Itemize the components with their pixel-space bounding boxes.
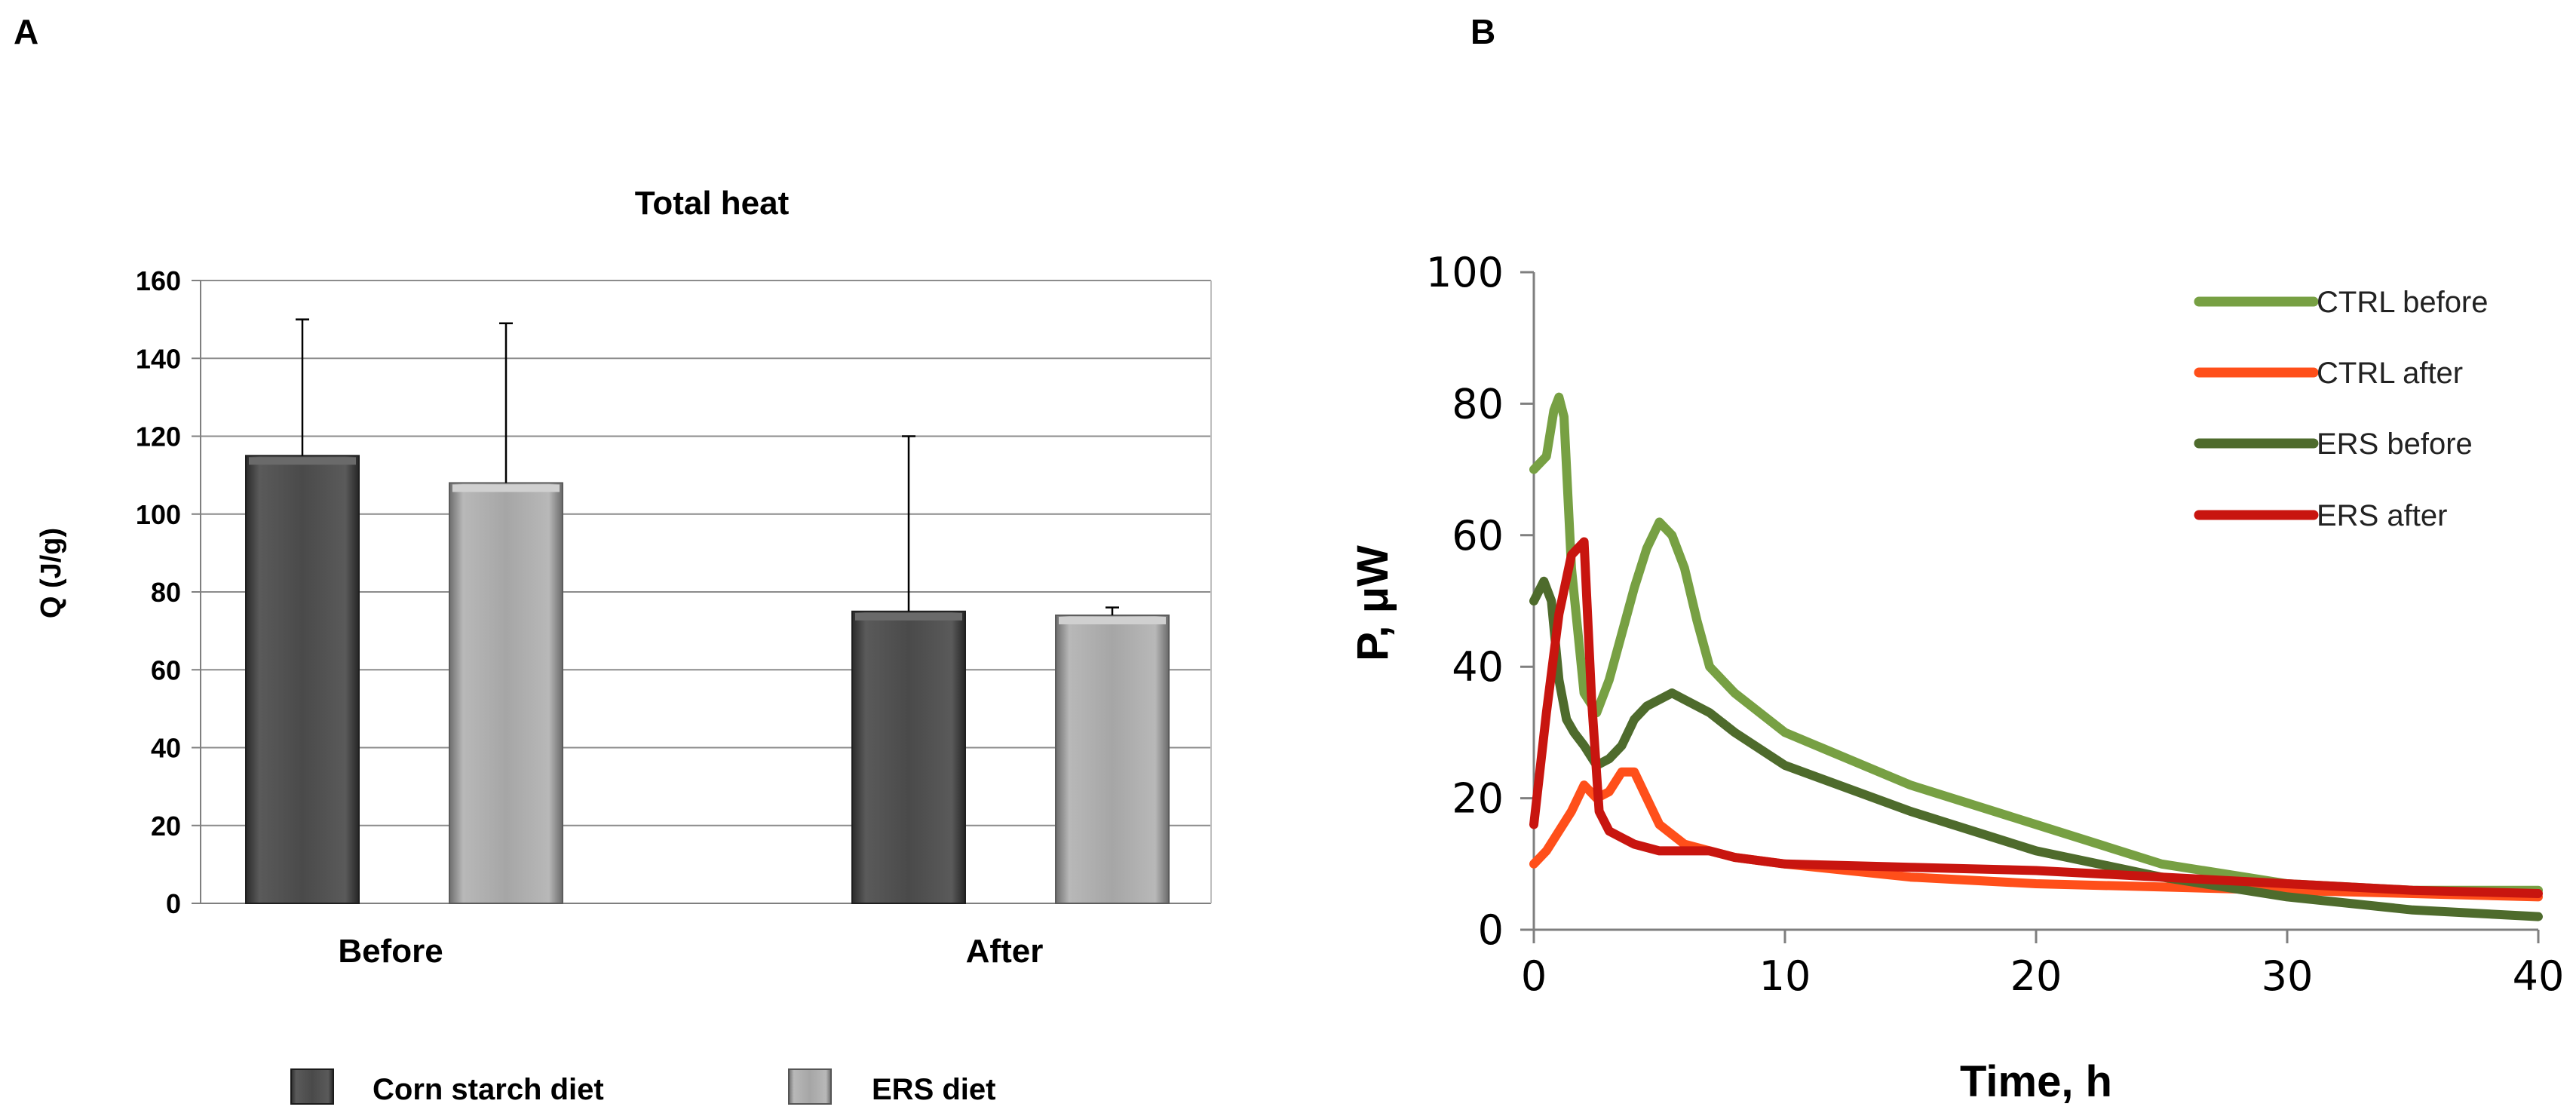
series-line-ctrl-after (1529, 767, 2543, 902)
series-line-ctrl-before (1529, 392, 2543, 895)
bar-highlight (452, 484, 560, 492)
legend: Corn starch diet ERS diet (290, 1068, 995, 1106)
x-tick-labels: 0 10 20 30 40 (1521, 952, 2565, 1000)
y-tick-label: 160 (136, 265, 181, 296)
y-tick-label: 20 (1452, 775, 1504, 823)
chart-title: Total heat (635, 185, 790, 222)
y-tick-label: 40 (151, 733, 181, 764)
error-bars (296, 318, 1119, 615)
legend-label: ERS after (2317, 499, 2447, 532)
x-tick-label: 10 (1759, 952, 1811, 1000)
bars (245, 455, 1170, 904)
panel-b-label: B (1470, 12, 1495, 51)
line-chart: 0 20 40 60 80 100 0 10 20 30 40 Time, h P, μW CTR… (1348, 249, 2564, 1106)
gridlines (192, 280, 1212, 904)
series-line-ers-after (1529, 537, 2543, 898)
y-tick-label: 80 (151, 577, 181, 608)
category-label: After (966, 933, 1044, 970)
category-labels: Before After (338, 933, 1043, 970)
legend-label-ers: ERS diet (872, 1073, 995, 1106)
x-tick-label: 20 (2010, 952, 2062, 1000)
y-tick-label: 100 (136, 499, 181, 530)
series-lines (1529, 392, 2543, 921)
x-tick-label: 40 (2513, 952, 2565, 1000)
y-tick-label: 140 (136, 343, 181, 374)
y-axis-label: Q (J/g) (35, 528, 67, 618)
y-tick-label: 20 (151, 811, 181, 842)
legend-label: CTRL after (2317, 357, 2463, 390)
category-label: Before (338, 933, 443, 970)
legend: CTRL before CTRL after ERS before ERS after (2194, 286, 2489, 532)
bar-highlight (249, 457, 356, 465)
bar-highlight (1059, 616, 1166, 624)
series-line-ers-before (1529, 576, 2543, 921)
y-tick-label: 0 (166, 888, 181, 919)
y-tick-label: 40 (1452, 643, 1504, 691)
x-axis-label: Time, h (1960, 1057, 2112, 1106)
bar (245, 455, 360, 904)
y-tick-label: 120 (136, 422, 181, 452)
y-tick-label: 100 (1426, 249, 1504, 296)
x-tick-label: 30 (2262, 952, 2314, 1000)
bar (851, 610, 966, 904)
y-tick-labels: 0 20 40 60 80 100 (1426, 249, 1504, 954)
y-tick-labels: 0 20 40 60 80 100 120 140 160 (136, 265, 181, 919)
legend-label-corn-starch: Corn starch diet (373, 1073, 604, 1106)
legend-label: CTRL before (2317, 286, 2489, 319)
y-tick-label: 80 (1452, 380, 1504, 428)
bar-chart: Total heat 0 20 40 60 80 100 120 140 160 Q (J/g)… (35, 185, 1212, 1106)
legend-swatch-ers (788, 1068, 832, 1105)
y-tick-label: 0 (1478, 906, 1504, 954)
legend-label: ERS before (2317, 428, 2473, 461)
y-tick-label: 60 (1452, 512, 1504, 560)
bar (1055, 614, 1170, 904)
y-axis-label: P, μW (1348, 545, 1397, 661)
bar-highlight (855, 612, 962, 621)
legend-swatch-corn-starch (290, 1068, 334, 1105)
bar (449, 482, 563, 904)
panel-a-label: A (14, 12, 38, 51)
x-tick-label: 0 (1521, 952, 1547, 1000)
y-tick-label: 60 (151, 655, 181, 685)
